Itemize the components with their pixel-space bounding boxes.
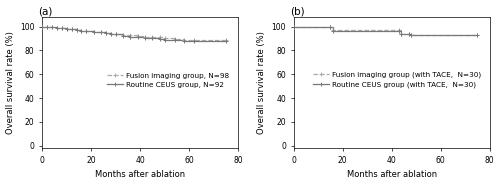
Fusion imaging group, N=98 bbox=[150, 36, 156, 38]
Text: (a): (a) bbox=[38, 6, 52, 16]
X-axis label: Months after ablation: Months after ablation bbox=[95, 170, 186, 179]
Fusion imaging group, N=98 bbox=[182, 38, 188, 41]
Fusion imaging group, N=98 bbox=[135, 35, 141, 37]
Fusion imaging group, N=98 bbox=[120, 34, 126, 36]
Fusion imaging group (with TACE,  N=30) bbox=[330, 29, 336, 31]
Legend: Fusion imaging group (with TACE,  N=30), Routine CEUS group (with TACE,  N=30): Fusion imaging group (with TACE, N=30), … bbox=[312, 70, 482, 90]
Routine CEUS group, N=92 bbox=[74, 29, 80, 31]
Fusion imaging group, N=98 bbox=[128, 34, 134, 37]
Line: Routine CEUS group (with TACE,  N=30): Routine CEUS group (with TACE, N=30) bbox=[292, 24, 480, 37]
Routine CEUS group, N=92 bbox=[135, 36, 141, 38]
Y-axis label: Overall survival rate (%): Overall survival rate (%) bbox=[257, 31, 266, 134]
Fusion imaging group, N=98 bbox=[59, 27, 65, 29]
Line: Fusion imaging group (with TACE,  N=30): Fusion imaging group (with TACE, N=30) bbox=[292, 24, 480, 37]
Legend: Fusion imaging group, N=98, Routine CEUS group, N=92: Fusion imaging group, N=98, Routine CEUS… bbox=[106, 71, 230, 90]
Routine CEUS group, N=92 bbox=[64, 28, 70, 30]
Routine CEUS group, N=92 bbox=[90, 31, 96, 33]
Routine CEUS group, N=92 bbox=[68, 28, 74, 31]
Routine CEUS group (with TACE,  N=30) bbox=[474, 34, 480, 36]
Fusion imaging group (with TACE,  N=30) bbox=[408, 34, 414, 36]
Routine CEUS group (with TACE,  N=30) bbox=[406, 33, 412, 35]
Routine CEUS group, N=92 bbox=[120, 35, 126, 37]
Fusion imaging group, N=98 bbox=[44, 25, 50, 28]
Fusion imaging group, N=98 bbox=[162, 37, 168, 40]
Line: Fusion imaging group, N=98: Fusion imaging group, N=98 bbox=[40, 24, 228, 42]
Fusion imaging group, N=98 bbox=[157, 36, 163, 38]
Fusion imaging group (with TACE,  N=30) bbox=[290, 25, 296, 28]
Fusion imaging group, N=98 bbox=[90, 31, 96, 33]
Fusion imaging group (with TACE,  N=30) bbox=[396, 29, 402, 31]
Routine CEUS group, N=92 bbox=[223, 40, 229, 42]
Fusion imaging group (with TACE,  N=30) bbox=[328, 25, 334, 28]
Fusion imaging group, N=98 bbox=[54, 27, 60, 29]
Routine CEUS group (with TACE,  N=30) bbox=[290, 25, 296, 28]
Routine CEUS group, N=92 bbox=[54, 27, 60, 29]
Fusion imaging group, N=98 bbox=[74, 29, 80, 31]
Routine CEUS group, N=92 bbox=[84, 30, 89, 32]
Fusion imaging group, N=98 bbox=[64, 28, 70, 30]
Fusion imaging group (with TACE,  N=30) bbox=[406, 33, 412, 35]
Routine CEUS group (with TACE,  N=30) bbox=[408, 34, 414, 36]
Routine CEUS group, N=92 bbox=[191, 40, 197, 42]
Y-axis label: Overall survival rate (%): Overall survival rate (%) bbox=[6, 31, 15, 134]
Fusion imaging group, N=98 bbox=[103, 32, 109, 34]
Routine CEUS group, N=92 bbox=[142, 37, 148, 39]
Fusion imaging group (with TACE,  N=30) bbox=[398, 33, 404, 35]
Routine CEUS group (with TACE,  N=30) bbox=[396, 30, 402, 32]
Fusion imaging group, N=98 bbox=[172, 38, 177, 40]
Fusion imaging group, N=98 bbox=[112, 33, 118, 35]
Fusion imaging group, N=98 bbox=[68, 28, 74, 31]
Fusion imaging group, N=98 bbox=[108, 33, 114, 35]
Routine CEUS group, N=92 bbox=[78, 30, 84, 32]
Routine CEUS group (with TACE,  N=30) bbox=[328, 25, 334, 28]
Fusion imaging group, N=98 bbox=[191, 38, 197, 41]
Routine CEUS group, N=92 bbox=[172, 39, 177, 41]
Routine CEUS group, N=92 bbox=[128, 36, 134, 38]
Routine CEUS group, N=92 bbox=[182, 40, 188, 42]
Routine CEUS group, N=92 bbox=[59, 27, 65, 29]
Routine CEUS group, N=92 bbox=[49, 26, 55, 28]
Line: Routine CEUS group, N=92: Routine CEUS group, N=92 bbox=[40, 24, 228, 43]
Routine CEUS group, N=92 bbox=[108, 33, 114, 35]
Fusion imaging group, N=98 bbox=[142, 36, 148, 38]
Fusion imaging group, N=98 bbox=[39, 25, 46, 28]
Text: (b): (b) bbox=[290, 6, 304, 16]
Fusion imaging group, N=98 bbox=[223, 38, 229, 41]
Routine CEUS group, N=92 bbox=[150, 37, 156, 40]
X-axis label: Months after ablation: Months after ablation bbox=[346, 170, 436, 179]
Fusion imaging group, N=98 bbox=[84, 30, 89, 32]
Routine CEUS group, N=92 bbox=[157, 38, 163, 40]
Routine CEUS group, N=92 bbox=[44, 25, 50, 28]
Routine CEUS group, N=92 bbox=[162, 38, 168, 41]
Fusion imaging group, N=98 bbox=[98, 31, 104, 34]
Routine CEUS group, N=92 bbox=[39, 25, 46, 28]
Routine CEUS group, N=92 bbox=[103, 32, 109, 34]
Fusion imaging group, N=98 bbox=[49, 26, 55, 28]
Routine CEUS group (with TACE,  N=30) bbox=[398, 33, 404, 35]
Routine CEUS group, N=92 bbox=[98, 31, 104, 34]
Routine CEUS group, N=92 bbox=[112, 33, 118, 35]
Routine CEUS group (with TACE,  N=30) bbox=[330, 30, 336, 32]
Fusion imaging group, N=98 bbox=[78, 30, 84, 32]
Fusion imaging group (with TACE,  N=30) bbox=[474, 34, 480, 36]
